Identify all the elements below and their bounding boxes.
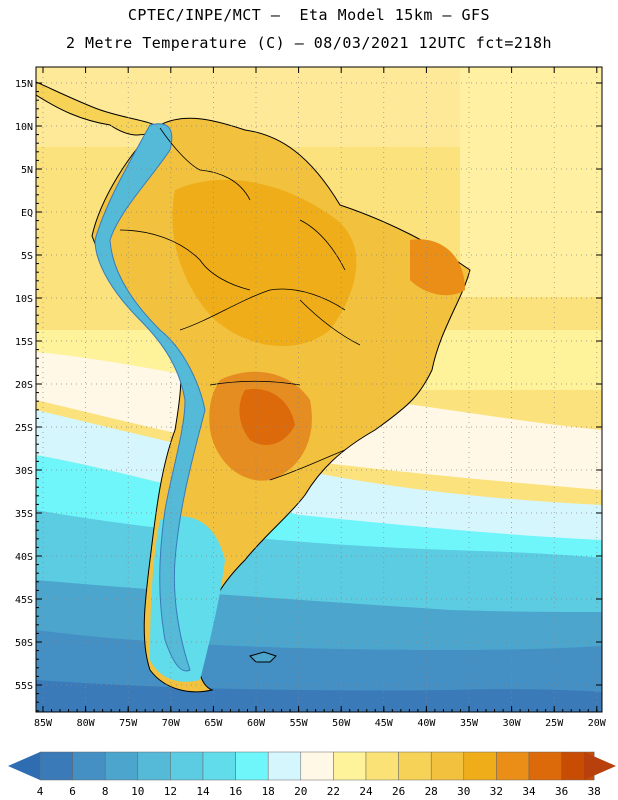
colorbar-label: 24: [359, 785, 373, 798]
lon-label: 40W: [417, 718, 436, 729]
map-frame: [35, 66, 603, 713]
map-subtitle: 2 Metre Temperature (C) – 08/03/2021 12U…: [65, 34, 553, 52]
lat-label: 25S: [15, 423, 33, 434]
colorbar-label: 34: [522, 785, 536, 798]
colorbar-label: 18: [262, 785, 275, 798]
colorbar-label: 38: [588, 785, 601, 798]
lon-label: 55W: [290, 718, 309, 729]
colorbar-box: [365, 751, 399, 781]
colorbar-box: [333, 751, 367, 781]
axis-ticks: [36, 67, 602, 712]
falkland-islands: [249, 651, 277, 663]
latitude-labels: 15N 10N 5N EQ 5S 10S 15S 20S 25S 30S 35S 40S 45S 50S 5…: [15, 79, 33, 692]
colorbar-label: 8: [102, 785, 109, 798]
andes-cold-stripe: [94, 123, 206, 672]
colorbar-label: 12: [164, 785, 177, 798]
colorbar-box: [72, 751, 106, 781]
lon-label: 30W: [503, 718, 522, 729]
colorbar-label: 30: [457, 785, 470, 798]
temperature-field: [36, 67, 602, 712]
colorbar-label: 36: [555, 785, 568, 798]
lon-label: 20W: [588, 718, 607, 729]
longitude-labels: 85W 80W 75W 70W 65W 60W 55W 50W 45W 40W 35W 30W 25W 2…: [34, 718, 607, 729]
lon-label: 80W: [77, 718, 96, 729]
lat-label: 20S: [15, 380, 33, 391]
colorbar-box: [202, 751, 236, 781]
lon-label: 60W: [247, 718, 266, 729]
lat-label: 15N: [15, 79, 33, 90]
lat-label: 15S: [15, 337, 33, 348]
lat-label: 10N: [15, 122, 33, 133]
colorbar-box: [528, 751, 562, 781]
colorbar-low-arrow: [8, 752, 40, 780]
colorbar-boxes: [39, 751, 595, 781]
colorbar-box: [235, 751, 269, 781]
map-title: CPTEC/INPE/MCT – Eta Model 15km – GFS: [127, 6, 491, 24]
colorbar-label: 22: [327, 785, 340, 798]
colorbar-label: 32: [490, 785, 503, 798]
lon-label: 75W: [119, 718, 138, 729]
atlantic-band: [460, 67, 602, 297]
colorbar-box: [398, 751, 432, 781]
colorbar-label: 10: [131, 785, 144, 798]
colorbar-label: 20: [294, 785, 307, 798]
colorbar-box: [430, 751, 465, 781]
colorbar-box: [104, 751, 139, 781]
colorbar-box: [463, 751, 497, 781]
colorbar-label: 4: [37, 785, 44, 798]
lat-label: 5N: [21, 165, 33, 176]
lat-label: EQ: [21, 208, 33, 219]
lon-label: 70W: [162, 718, 181, 729]
colorbar-labels: 4 6 8 10 12 14 16 18 20 22 24 26 28 30 32 34 36 38: [37, 785, 601, 798]
amazon-hot-area: [172, 179, 357, 347]
lat-label: 35S: [15, 509, 33, 520]
lon-label: 50W: [332, 718, 351, 729]
lat-label: 45S: [15, 595, 33, 606]
country-borders: [119, 127, 361, 481]
lon-label: 65W: [204, 718, 223, 729]
lat-label: 30S: [15, 466, 33, 477]
lat-label: 5S: [21, 251, 33, 262]
lon-label: 85W: [34, 718, 53, 729]
colorbar-label: 16: [229, 785, 242, 798]
lon-label: 45W: [375, 718, 394, 729]
chaco-core: [239, 389, 295, 445]
lat-label: 50S: [15, 638, 33, 649]
colorbar-label: 14: [196, 785, 210, 798]
colorbar-box: [300, 751, 334, 781]
colorbar-label: 6: [69, 785, 76, 798]
colorbar-label: 28: [425, 785, 438, 798]
colorbar: 4 6 8 10 12 14 16 18 20 22 24 26 28 30 32 34 36 38: [8, 751, 616, 798]
colorbar-high-arrow: [584, 752, 616, 780]
lat-label: 55S: [15, 681, 33, 692]
lon-label: 35W: [460, 718, 479, 729]
lon-label: 25W: [545, 718, 564, 729]
northeast-hot-area: [410, 239, 465, 296]
lat-label: 10S: [15, 294, 33, 305]
colorbar-box: [496, 751, 530, 781]
colorbar-label: 26: [392, 785, 405, 798]
colorbar-box: [267, 751, 302, 781]
lat-label: 40S: [15, 552, 33, 563]
colorbar-box: [39, 751, 73, 781]
colorbar-box: [137, 751, 171, 781]
colorbar-box: [170, 751, 204, 781]
